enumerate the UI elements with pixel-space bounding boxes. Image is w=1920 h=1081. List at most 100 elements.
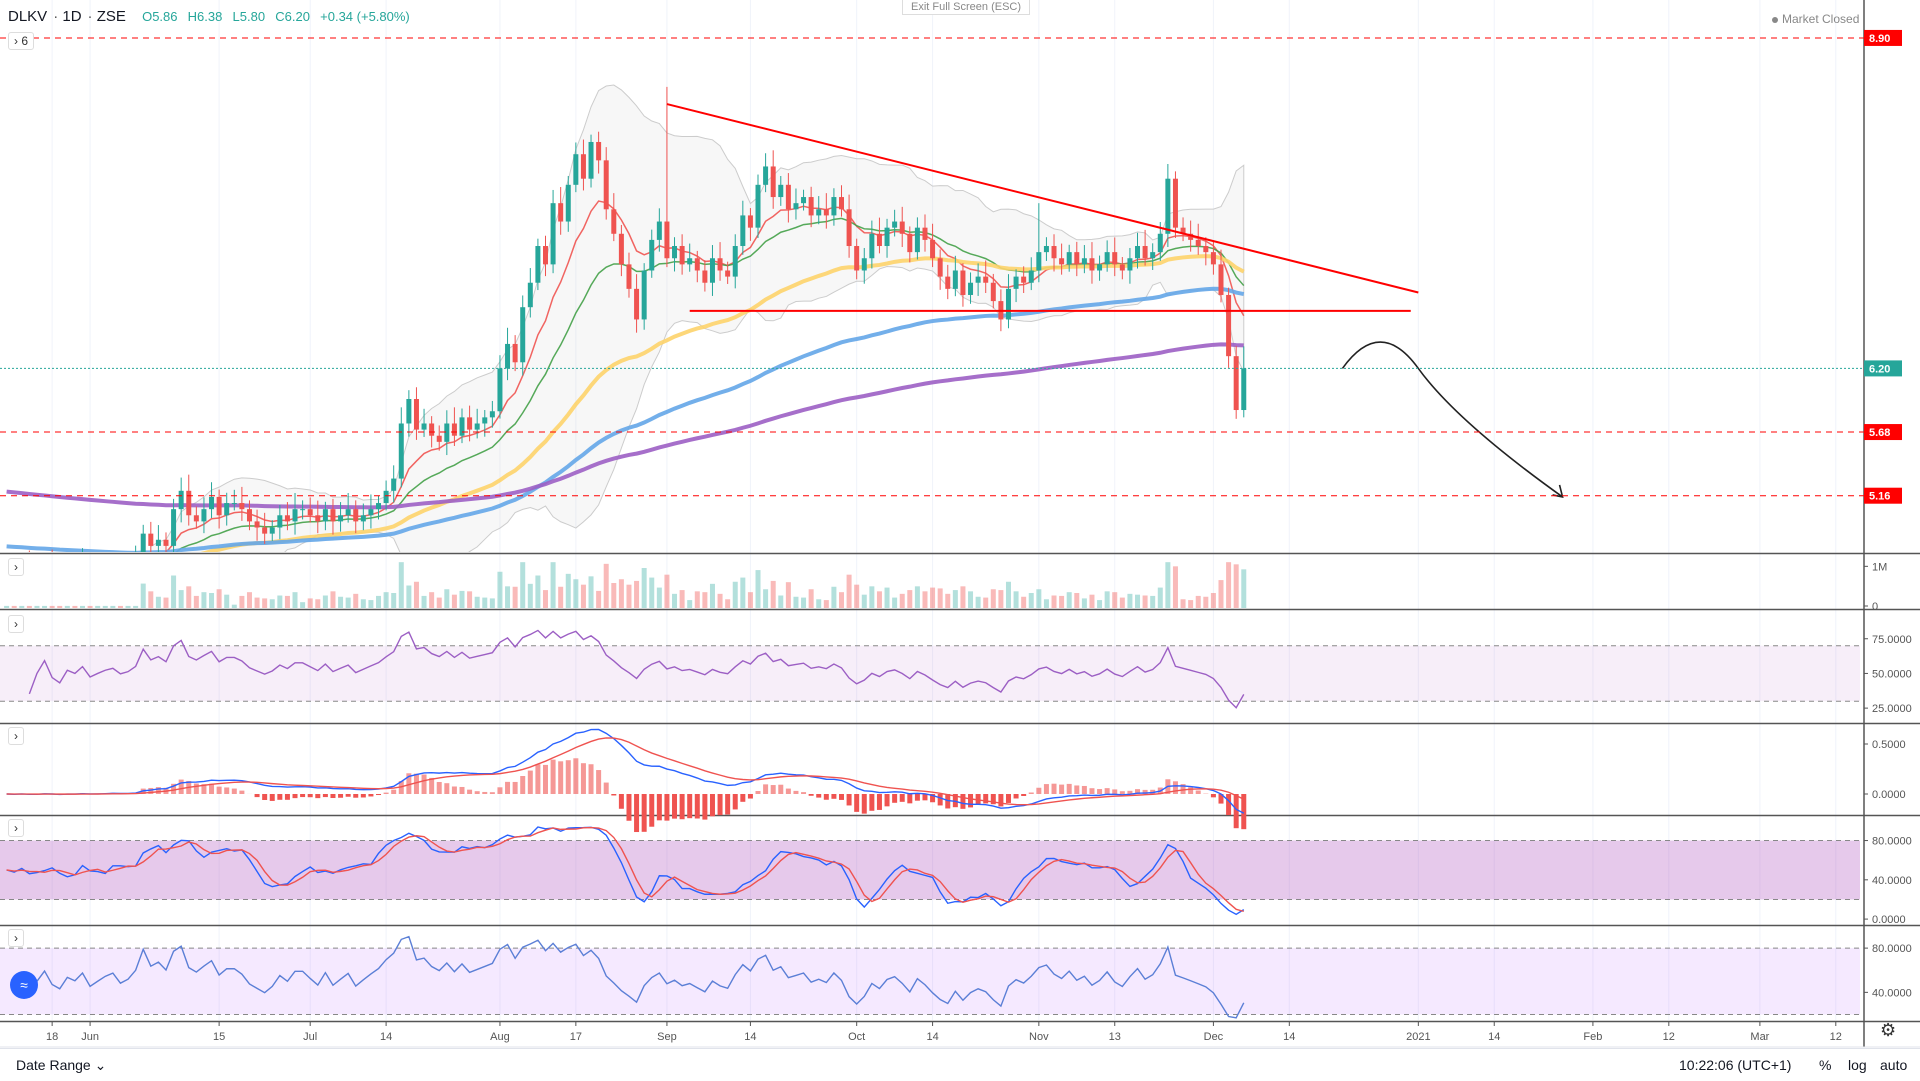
volume-bar — [232, 605, 237, 608]
volume-bar — [824, 600, 829, 608]
macd-pane-toggle[interactable]: › — [8, 727, 24, 745]
candle-body — [391, 479, 396, 491]
candle-body — [915, 228, 920, 252]
volume-bar — [695, 591, 700, 608]
time-axis-label: 12 — [1663, 1031, 1675, 1043]
volume-bar — [664, 575, 669, 608]
volume-bar — [649, 578, 654, 608]
macd-histogram-bar — [938, 794, 943, 805]
volume-bar — [224, 595, 229, 608]
candle-body — [793, 203, 798, 209]
candle-body — [801, 197, 806, 203]
osc-band — [0, 948, 1860, 1014]
candle-body — [422, 423, 427, 429]
candle-body — [80, 564, 85, 570]
candle-body — [824, 209, 829, 215]
candle-body — [338, 515, 343, 521]
volume-bar — [998, 590, 1003, 608]
candle-body — [1067, 252, 1072, 264]
candle-body — [725, 270, 730, 276]
date-range-button[interactable]: Date Range ⌄ — [16, 1057, 106, 1074]
volume-bar — [103, 606, 108, 608]
time-axis-label: 14 — [380, 1031, 392, 1043]
indicators-toggle-button[interactable]: › 6 — [8, 32, 34, 50]
macd-axis-label: 0.5000 — [1872, 739, 1906, 751]
volume-bar — [308, 598, 313, 608]
candle-body — [72, 568, 77, 570]
candle-body — [437, 436, 442, 442]
macd-histogram-bar — [262, 794, 267, 800]
candle-body — [1219, 264, 1224, 295]
macd-histogram-bar — [619, 794, 624, 809]
volume-bar — [513, 587, 518, 608]
rsi-pane-toggle[interactable]: › — [8, 615, 24, 633]
time-axis-label: Sep — [657, 1031, 677, 1043]
time-axis-label: 17 — [570, 1031, 582, 1043]
volume-bar — [551, 562, 556, 608]
settings-gear-icon[interactable]: ⚙ — [1880, 1020, 1896, 1041]
candle-body — [710, 258, 715, 282]
candle-body — [566, 185, 571, 222]
candle-body — [634, 289, 639, 320]
osc-pane-toggle[interactable]: › — [8, 929, 24, 947]
candle-body — [991, 283, 996, 301]
candle-body — [1014, 277, 1019, 289]
candle-body — [346, 509, 351, 515]
volume-bar — [126, 606, 131, 608]
macd-histogram-bar — [642, 794, 647, 832]
candle-body — [444, 423, 449, 441]
candle-body — [892, 222, 897, 228]
volume-bar — [505, 586, 510, 608]
stoch-pane-toggle[interactable]: › — [8, 819, 24, 837]
volume-bar — [1044, 599, 1049, 608]
symbol-name[interactable]: DLKV — [8, 8, 47, 25]
macd-histogram-bar — [831, 794, 836, 799]
macd-histogram-bar — [589, 764, 594, 794]
bottom-toolbar: Date Range ⌄ 10:22:06 (UTC+1) % log auto — [0, 1048, 1920, 1081]
volume-bar — [171, 576, 176, 609]
candle-body — [528, 283, 533, 307]
macd-histogram-bar — [998, 794, 1003, 806]
volume-bar — [1097, 600, 1102, 608]
volume-bar — [1127, 594, 1132, 608]
volume-bar — [179, 590, 184, 608]
macd-histogram-bar — [1006, 794, 1011, 803]
volume-bar — [262, 598, 267, 608]
volume-bar — [34, 606, 39, 608]
volume-bar — [938, 588, 943, 608]
last-price-label: 6.20 — [1869, 363, 1890, 375]
candle-body — [626, 264, 631, 288]
time-axis-label: 18 — [46, 1031, 58, 1043]
macd-histogram-bar — [581, 763, 586, 794]
volume-bar — [596, 591, 601, 608]
candle-body — [497, 368, 502, 411]
candle-body — [255, 521, 260, 527]
time-axis-label: 14 — [1283, 1031, 1295, 1043]
candle-body — [490, 411, 495, 417]
clock-timezone[interactable]: 10:22:06 (UTC+1) — [1679, 1057, 1791, 1073]
macd-histogram-bar — [573, 758, 578, 794]
macd-histogram-bar — [1059, 785, 1064, 794]
percent-scale-button[interactable]: % — [1819, 1057, 1831, 1073]
volume-pane-toggle[interactable]: › — [8, 558, 24, 576]
macd-histogram-bar — [346, 794, 351, 797]
volume-bar — [482, 598, 487, 608]
macd-histogram-bar — [778, 785, 783, 794]
volume-bar — [642, 568, 647, 608]
tradingview-logo-icon[interactable]: ≈ — [10, 971, 38, 999]
macd-histogram-bar — [1082, 786, 1087, 794]
auto-scale-button[interactable]: auto — [1880, 1057, 1907, 1073]
log-scale-button[interactable]: log — [1848, 1057, 1867, 1073]
exit-fullscreen-button[interactable]: Exit Full Screen (ESC) — [902, 0, 1030, 15]
volume-bar — [907, 590, 912, 608]
candle-body — [611, 209, 616, 233]
candle-body — [194, 515, 199, 521]
candle-body — [945, 277, 950, 289]
osc-axis-label: 40.0000 — [1872, 987, 1912, 999]
volume-axis-label: 0 — [1872, 601, 1878, 613]
chart-canvas[interactable]: 8.905.685.166.201M075.000050.000025.0000… — [0, 0, 1920, 1048]
macd-histogram-bar — [391, 790, 396, 794]
candle-body — [323, 509, 328, 521]
interval[interactable]: 1D — [62, 8, 81, 25]
macd-histogram-bar — [1044, 784, 1049, 794]
